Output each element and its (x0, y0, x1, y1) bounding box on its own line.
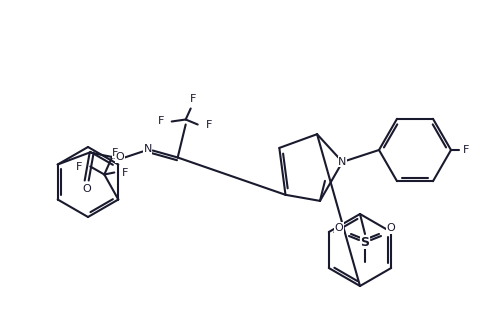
Text: N: N (338, 157, 347, 167)
Text: F: F (122, 168, 128, 178)
Text: F: F (190, 95, 196, 105)
Text: F: F (157, 117, 164, 126)
Text: O: O (386, 223, 395, 233)
Text: O: O (116, 153, 124, 163)
Text: F: F (76, 161, 83, 171)
Text: F: F (463, 145, 469, 155)
Text: F: F (206, 120, 212, 130)
Text: N: N (143, 145, 152, 155)
Text: F: F (112, 147, 119, 157)
Text: S: S (361, 236, 370, 249)
Text: O: O (82, 183, 91, 193)
Text: O: O (335, 223, 344, 233)
